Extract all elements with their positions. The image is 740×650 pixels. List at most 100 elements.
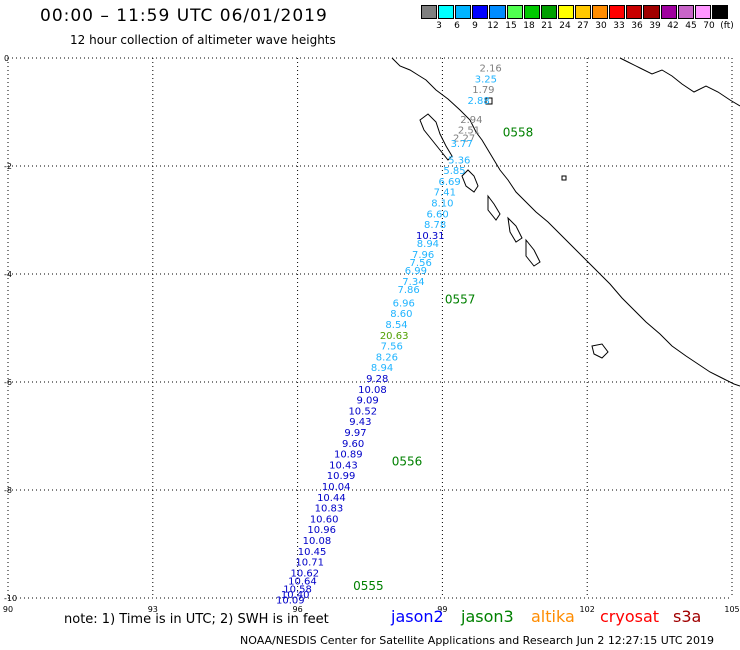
swh-label: 5.36 (448, 155, 470, 166)
swh-label: 5.85 (443, 166, 465, 177)
legend-label-7: 24 (559, 21, 571, 31)
swh-label: 8.54 (385, 320, 407, 331)
legend-swatch-2 (455, 5, 472, 19)
legend-swatch-1 (438, 5, 455, 19)
satellite-cryosat: cryosat (600, 607, 660, 626)
swh-label: 3.77 (451, 139, 473, 150)
legend-swatch-6 (523, 5, 540, 19)
swh-label: 10.71 (295, 558, 324, 569)
swh-label: 6.60 (426, 209, 448, 220)
legend-swatch-16 (694, 5, 711, 19)
footer-credit: NOAA/NESDIS Center for Satellite Applica… (240, 634, 715, 647)
nias-island (419, 113, 453, 161)
legend-label-6: 21 (541, 21, 553, 31)
swh-label: 10.04 (322, 482, 351, 493)
legend-swatch-7 (540, 5, 557, 19)
swh-label: 10.89 (334, 450, 363, 461)
swh-label: 1.79 (472, 85, 494, 96)
legend-swatch-17 (711, 5, 728, 19)
y-tick-label: 0 (4, 54, 9, 63)
swh-label: 9.60 (342, 439, 364, 450)
swh-label: 6.96 (393, 298, 415, 309)
y-tick-label: -6 (4, 378, 12, 387)
legend-label-8: 27 (577, 21, 589, 31)
lat-lon-grid (7, 57, 733, 599)
color-legend: 3 6 9 12 15 18 21 24 27 30 33 36 39 42 45 70 (ft) (421, 5, 734, 35)
pass-label: 0557 (445, 293, 476, 307)
legend-label-3: 12 (487, 21, 499, 31)
pass-label: 0556 (392, 455, 423, 469)
small-islet-2 (561, 175, 567, 181)
pagai-island (525, 238, 541, 267)
satellite-jason2: jason2 (391, 607, 444, 626)
pass-labels: 0558 0557 0556 0555 (353, 125, 533, 593)
legend-swatch-14 (660, 5, 677, 19)
swh-label: 7.41 (434, 188, 456, 199)
swh-label: 10.99 (327, 471, 356, 482)
swh-label: 10.44 (317, 493, 346, 504)
legend-label-1: 6 (454, 21, 460, 31)
batu-island (487, 194, 501, 221)
legend-label-2: 9 (472, 21, 478, 31)
swh-label: 9.09 (356, 396, 378, 407)
siberut-island (461, 169, 479, 193)
pass-label: 0555 (353, 579, 384, 593)
satellite-altika: altika (531, 607, 575, 626)
legend-label-0: 3 (436, 21, 442, 31)
legend-label-16: (ft) (720, 21, 734, 31)
legend-swatch-3 (472, 5, 489, 19)
y-tick-label: -4 (4, 270, 12, 279)
swh-label: 10.62 (291, 568, 320, 579)
sumatra-coast-north (619, 57, 740, 107)
swh-label: 2.88 (467, 96, 489, 107)
swh-label: 3.25 (475, 74, 497, 85)
legend-label-13: 42 (667, 21, 679, 31)
legend-label-5: 18 (523, 21, 535, 31)
swh-label: 2.16 (480, 64, 502, 75)
small-islet (485, 97, 493, 105)
swh-label: 10.08 (303, 536, 332, 547)
page-title: 00:00 – 11:59 UTC 06/01/2019 (40, 6, 328, 26)
legend-label-10: 33 (613, 21, 625, 31)
swh-label: 10.52 (348, 406, 377, 417)
enggano-island (591, 343, 609, 359)
note-text: note: 1) Time is in UTC; 2) SWH is in fe… (64, 612, 329, 627)
legend-label-12: 39 (649, 21, 661, 31)
legend-labels: 3 6 9 12 15 18 21 24 27 30 33 36 39 42 45 70 (ft) (421, 19, 734, 33)
swh-label: 10.09 (276, 595, 305, 606)
axis-tick-labels: 90 93 96 99 102 105 0 -2 -4 -6 -8 -10 (3, 54, 740, 614)
y-tick-label: -10 (4, 594, 17, 603)
swh-label: 10.64 (288, 577, 317, 588)
swh-labels: 2.163.251.792.88 2.942.512.273.77 5.365.85… (276, 64, 502, 607)
swh-label: 7.56 (410, 258, 432, 269)
y-tick-label: -2 (4, 162, 12, 171)
swh-label: 8.10 (431, 199, 453, 210)
y-tick-label: -8 (4, 486, 12, 495)
x-tick-label: 99 (437, 605, 447, 614)
swh-label: 7.34 (402, 277, 424, 288)
swh-label: 2.94 (460, 115, 482, 126)
pass-label: 0558 (503, 125, 534, 139)
legend-label-4: 15 (505, 21, 517, 31)
swh-label: 9.43 (349, 417, 371, 428)
legend-label-14: 45 (685, 21, 697, 31)
swh-label: 10.83 (315, 504, 344, 515)
swh-label: 9.97 (344, 428, 366, 439)
legend-swatch-12 (626, 5, 643, 19)
legend-swatch-10 (592, 5, 609, 19)
swh-label: 10.43 (329, 460, 358, 471)
satellite-s3a: s3a (673, 607, 702, 626)
x-tick-label: 102 (580, 605, 595, 614)
swh-label: 2.51 (458, 126, 480, 137)
swh-label: 10.31 (416, 231, 445, 242)
swh-label: 7.86 (397, 285, 419, 296)
legend-swatch-9 (574, 5, 592, 19)
page-subtitle: 12 hour collection of altimeter wave hei… (70, 33, 336, 47)
swh-label: 8.94 (417, 239, 439, 250)
swh-label: 10.40 (281, 590, 310, 601)
legend-swatch-13 (643, 5, 660, 19)
x-tick-label: 90 (3, 605, 13, 614)
legend-swatch-11 (609, 5, 626, 19)
swh-label: 10.58 (283, 585, 312, 596)
